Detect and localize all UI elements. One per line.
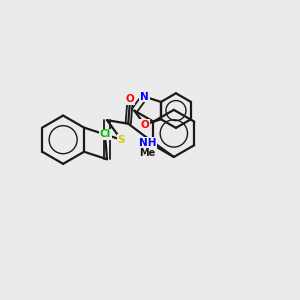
- Text: S: S: [118, 135, 125, 145]
- Text: O: O: [125, 94, 134, 104]
- Text: N: N: [140, 92, 149, 102]
- Text: NH: NH: [139, 138, 156, 148]
- Text: Me: Me: [140, 148, 156, 158]
- Text: O: O: [140, 120, 149, 130]
- Text: Cl: Cl: [100, 130, 111, 140]
